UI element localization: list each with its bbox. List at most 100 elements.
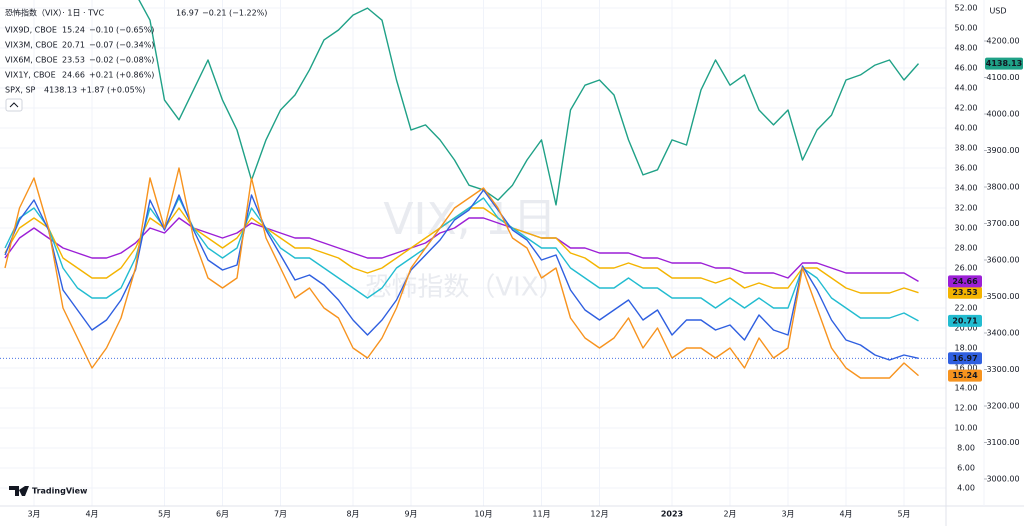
price-tag-label: 24.66 — [952, 277, 978, 286]
y2-tick-label: 3900.00 — [986, 146, 1019, 155]
y-tick-label: 52.00 — [955, 4, 978, 13]
y2-tick-label: 3800.00 — [986, 182, 1019, 191]
price-tag — [985, 57, 1023, 70]
price-tag — [948, 369, 982, 382]
legend-name: SPX, SP — [5, 86, 36, 95]
legend-value: 16.97 — [176, 9, 199, 18]
x-tick-label: 3月 — [27, 510, 40, 519]
price-tag — [948, 352, 982, 365]
x-tick-label: 12月 — [590, 510, 608, 519]
x-tick-label: 2023 — [661, 510, 683, 519]
series-line — [138, 0, 920, 206]
legend-change: +1.87 (+0.05%) — [80, 86, 145, 95]
grid — [0, 0, 946, 506]
y-tick-label: 46.00 — [955, 64, 978, 73]
price-tag-label: 23.53 — [952, 288, 977, 297]
series-line — [4, 189, 919, 361]
x-tick-label: 2月 — [723, 510, 736, 519]
x-tick-label: 7月 — [274, 510, 287, 519]
y-tick-label: 44.00 — [955, 84, 978, 93]
x-tick-label: 10月 — [474, 510, 492, 519]
y2-tick-label: 4200.00 — [986, 36, 1019, 45]
y-tick-label: 12.00 — [955, 404, 978, 413]
y2-tick-label: 3200.00 — [986, 401, 1019, 410]
y-tick-label: 18.00 — [955, 344, 978, 353]
watermark: 恐怖指数（VIX） — [365, 273, 564, 303]
y-tick-label: 14.00 — [955, 384, 978, 393]
y-tick-label: 26.00 — [955, 264, 978, 273]
collapse-icon — [9, 102, 19, 108]
series-line — [4, 167, 919, 379]
logo-icon — [9, 486, 29, 496]
y-tick-label: 30.00 — [955, 224, 978, 233]
series-line — [4, 217, 919, 283]
y2-tick-label: 3300.00 — [986, 365, 1019, 374]
price-tag — [948, 314, 982, 327]
legend-value: 20.71 — [62, 41, 85, 50]
y-tick-label: 20.00 — [955, 324, 978, 333]
watermark: VIX, 1日 — [383, 194, 556, 245]
y-tick-label: 36.00 — [955, 164, 978, 173]
price-tag — [948, 286, 982, 299]
price-tag-label: 16.97 — [952, 354, 977, 363]
legend-change: −0.10 (−0.65%) — [89, 26, 154, 35]
y-tick-label: 4.00 — [957, 484, 975, 493]
legend-value: 23.53 — [62, 56, 85, 65]
y-tick-label: 22.00 — [955, 304, 978, 313]
legend-change: +0.21 (+0.86%) — [89, 71, 154, 80]
legend-name: VIX6M, CBOE — [5, 56, 58, 65]
y-tick-label: 48.00 — [955, 44, 978, 53]
price-tag — [948, 275, 982, 288]
y-tick-label: 6.00 — [957, 464, 975, 473]
price-tag-label: 4138.13 — [986, 59, 1022, 68]
collapse-button[interactable] — [5, 98, 23, 112]
x-tick-label: 3月 — [781, 510, 794, 519]
x-tick-label: 4月 — [839, 510, 852, 519]
x-tick-label: 4月 — [85, 510, 98, 519]
x-tick-label: 9月 — [404, 510, 417, 519]
legend-name: VIX3M, CBOE — [5, 41, 58, 50]
y2-tick-label: 3400.00 — [986, 328, 1019, 337]
legend-value: 24.66 — [62, 71, 85, 80]
logo: TradingView — [9, 486, 88, 496]
y-tick-label: 10.00 — [955, 424, 978, 433]
y-tick-label: 50.00 — [955, 24, 978, 33]
y-tick-label: 40.00 — [955, 124, 978, 133]
price-tag-label: 15.24 — [952, 371, 978, 380]
y-tick-label: 8.00 — [957, 444, 975, 453]
y-tick-label: 42.00 — [955, 104, 978, 113]
y2-tick-label: 4100.00 — [986, 73, 1019, 82]
y-tick-label: 32.00 — [955, 204, 978, 213]
x-tick-label: 8月 — [346, 510, 359, 519]
y-tick-label: 28.00 — [955, 244, 978, 253]
x-tick-label: 6月 — [216, 510, 229, 519]
legend-change: −0.07 (−0.34%) — [89, 41, 154, 50]
axes: 4.00 6.00 8.00 10.00 12.00 14.00 16.00 18.00 20.… — [27, 4, 1023, 519]
currency-label: USD — [989, 7, 1006, 16]
legend-value: 4138.13 — [44, 86, 77, 95]
y2-tick-label: 3500.00 — [986, 292, 1019, 301]
legend-change: −0.02 (−0.08%) — [89, 56, 154, 65]
legend-change: −0.21 (−1.22%) — [202, 9, 267, 18]
y-tick-label: 34.00 — [955, 184, 978, 193]
y-tick-label: 38.00 — [955, 144, 978, 153]
y-tick-label: 16.00 — [955, 364, 978, 373]
y2-tick-label: 3000.00 — [986, 474, 1019, 483]
legend-name: VIX1Y, CBOE — [5, 71, 56, 80]
plot — [0, 0, 946, 379]
y2-tick-label: 3600.00 — [986, 255, 1019, 264]
series-line — [4, 197, 919, 322]
y2-tick-label: 3700.00 — [986, 219, 1019, 228]
legend-title: 恐怖指数（VIX）· 1日 · TVC — [5, 8, 104, 18]
x-tick-label: 5月 — [897, 510, 910, 519]
y2-tick-label: 3100.00 — [986, 438, 1019, 447]
x-tick-label: 5月 — [158, 510, 171, 519]
legend: 16.97 −0.21 (−1.22%) VIX9D, CBOE 15.24 −0.10… — [5, 9, 267, 95]
price-tag-label: 20.71 — [952, 316, 978, 325]
legend-name: VIX9D, CBOE — [5, 26, 57, 35]
logo-text: TradingView — [32, 487, 88, 496]
x-tick-label: 11月 — [532, 510, 550, 519]
legend-value: 15.24 — [62, 26, 85, 35]
y2-tick-label: 4000.00 — [986, 109, 1019, 118]
